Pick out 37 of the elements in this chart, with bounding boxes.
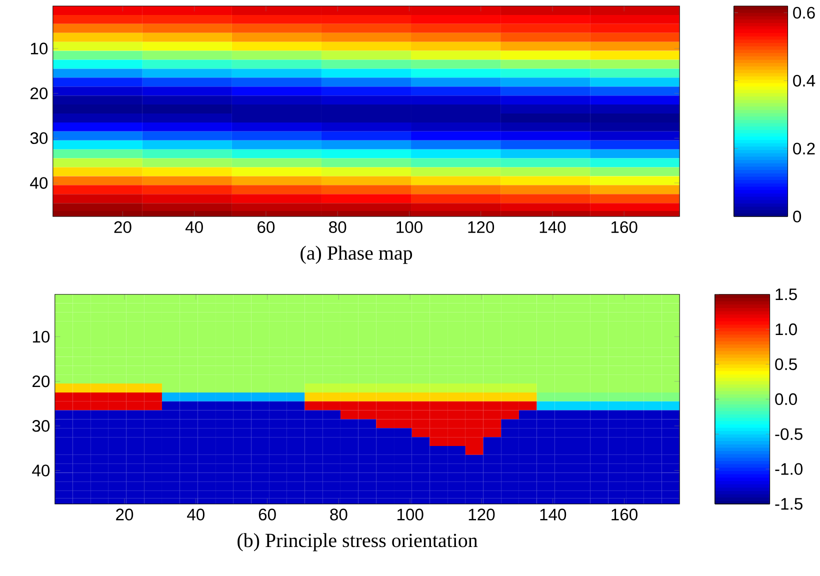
x-tick-label: 120 <box>468 221 494 234</box>
x-tick-label: 60 <box>258 508 276 521</box>
y-tick-label: 20 <box>30 88 48 100</box>
x-tick-label: 140 <box>540 221 566 234</box>
x-tick-label: 20 <box>116 508 134 521</box>
y-tick-label: 30 <box>30 132 48 144</box>
x-tick-label: 20 <box>114 221 132 234</box>
x-tick-label: 120 <box>468 508 495 521</box>
x-tick-label: 100 <box>396 221 422 234</box>
x-tick-label: 40 <box>187 508 204 521</box>
color-bar-label: 1.0 <box>776 324 797 336</box>
color-bar-label: 1.5 <box>776 288 797 300</box>
color-bar-label: -1.0 <box>775 463 802 475</box>
color-bar-label: 0.0 <box>775 393 797 406</box>
y-tick-label: 10 <box>32 330 50 343</box>
x-tick-label: 100 <box>397 508 424 521</box>
y-tick-label: 30 <box>32 420 50 432</box>
x-tick-label: 60 <box>258 221 275 234</box>
color-bar-label: -1.5 <box>775 498 802 510</box>
y-tick-label: 20 <box>32 376 50 388</box>
x-tick-label: 80 <box>329 221 346 234</box>
text: (a) Phase map <box>300 246 412 264</box>
y-tick-label: 40 <box>30 177 48 189</box>
y-tick-label: 40 <box>32 464 50 476</box>
color-bar-label: 0.2 <box>793 142 815 155</box>
x-tick-label: 160 <box>611 221 638 234</box>
color-bar-label: 0.4 <box>793 74 816 87</box>
x-tick-label: 140 <box>540 508 566 521</box>
x-tick-label: 160 <box>612 508 638 521</box>
y-tick-label: 10 <box>30 42 48 55</box>
color-bar-label: 0.5 <box>775 358 797 370</box>
x-tick-label: 80 <box>330 508 348 521</box>
x-tick-label: 40 <box>185 221 203 234</box>
color-bar-label: 0.6 <box>793 6 815 19</box>
text: (b) Principle stress orientation <box>238 533 478 552</box>
color-bar-label: -0.5 <box>775 428 802 440</box>
color-bar-label: 0 <box>793 210 802 223</box>
